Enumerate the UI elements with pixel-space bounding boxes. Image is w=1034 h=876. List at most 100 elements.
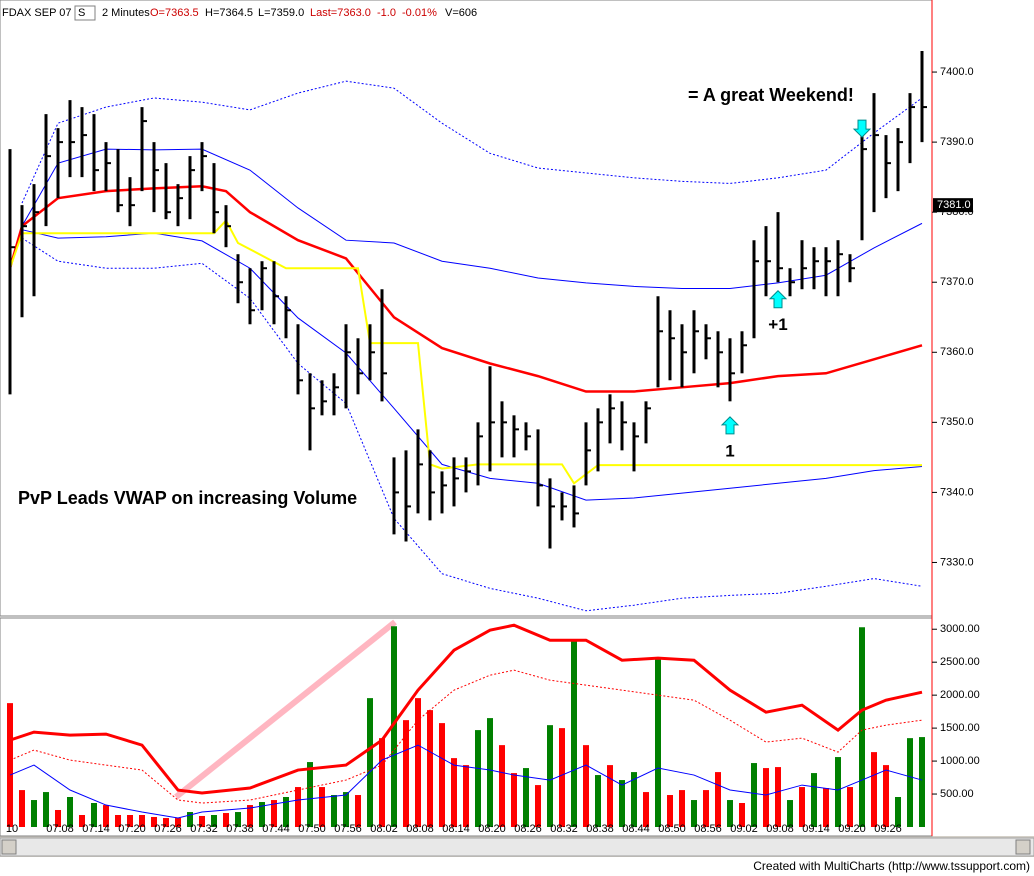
header-item: Last=7363.0 bbox=[310, 7, 371, 19]
footer: Created with MultiCharts (http://www.tss… bbox=[753, 859, 1030, 873]
header-item: H=7364.5 bbox=[205, 7, 253, 19]
volume-bar bbox=[739, 803, 745, 827]
x-tick-label: 07:14 bbox=[82, 823, 110, 835]
header-item: S bbox=[78, 7, 85, 19]
x-tick-label: 09:02 bbox=[730, 823, 758, 835]
volume-bar bbox=[79, 815, 85, 827]
x-tick-label: 08:50 bbox=[658, 823, 686, 835]
header-item: 2 Minutes bbox=[102, 7, 150, 19]
scrollbar[interactable] bbox=[0, 837, 1034, 857]
volume-bar bbox=[883, 765, 889, 827]
header-item: V=606 bbox=[445, 7, 477, 19]
volume-bar bbox=[655, 658, 661, 827]
x-tick-label: 08:26 bbox=[514, 823, 542, 835]
x-tick-label: 08:32 bbox=[550, 823, 578, 835]
volume-bar bbox=[235, 812, 241, 827]
background bbox=[0, 0, 1034, 836]
volume-bar bbox=[163, 818, 169, 827]
x-tick-label: 07:44 bbox=[262, 823, 290, 835]
volume-bar bbox=[199, 815, 205, 827]
volume-bar bbox=[55, 809, 61, 827]
volume-bar bbox=[151, 816, 157, 827]
signal-arrow bbox=[852, 119, 872, 138]
volume-bar bbox=[271, 800, 277, 827]
x-tick-label: 08:44 bbox=[622, 823, 650, 835]
volume-bar bbox=[763, 768, 769, 827]
y-tick-label: 7400.0 bbox=[940, 66, 974, 78]
volume-bar bbox=[619, 780, 625, 827]
signal-label: 1 bbox=[725, 441, 734, 460]
volume-bar bbox=[751, 763, 757, 827]
x-tick-label: 07:20 bbox=[118, 823, 146, 835]
volume-bar bbox=[427, 710, 433, 827]
scroll-left[interactable] bbox=[1, 839, 17, 855]
volume-bar bbox=[727, 800, 733, 827]
annotation: = A great Weekend! bbox=[688, 85, 854, 105]
volume-bar bbox=[367, 698, 373, 827]
y-tick-label: 3000.00 bbox=[940, 623, 980, 635]
y-tick-label: 7350.0 bbox=[940, 416, 974, 428]
y-tick-label: 2500.00 bbox=[940, 656, 980, 668]
volume-bar bbox=[475, 730, 481, 827]
x-tick-label: 07:32 bbox=[190, 823, 218, 835]
volume-bar bbox=[787, 800, 793, 827]
volume-bar bbox=[67, 797, 73, 827]
volume-bar bbox=[595, 775, 601, 827]
volume-bar bbox=[403, 720, 409, 827]
volume-bar bbox=[679, 790, 685, 827]
y-tick-label: 7340.0 bbox=[940, 486, 974, 498]
y-tick-label: 7360.0 bbox=[940, 346, 974, 358]
volume-bar bbox=[523, 768, 529, 827]
volume-bar bbox=[43, 792, 49, 827]
volume-bar bbox=[355, 795, 361, 827]
y-tick-label: 500.00 bbox=[940, 788, 974, 800]
indicator-line bbox=[9, 623, 923, 795]
x-tick-label: 07:50 bbox=[298, 823, 326, 835]
volume-bar bbox=[307, 762, 313, 827]
volume-bar bbox=[379, 738, 385, 827]
volume-bar bbox=[91, 803, 97, 827]
volume-bar bbox=[295, 787, 301, 827]
volume-bar bbox=[571, 640, 577, 827]
volume-bar bbox=[799, 787, 805, 827]
scroll-right[interactable] bbox=[1015, 839, 1031, 855]
symbol-box bbox=[74, 5, 96, 21]
volume-bar bbox=[691, 800, 697, 827]
indicator-line bbox=[9, 744, 923, 819]
volume-bar bbox=[583, 745, 589, 827]
volume-bar bbox=[835, 757, 841, 827]
volume-bar bbox=[211, 815, 217, 827]
annotation: PvP Leads VWAP on increasing Volume bbox=[18, 488, 357, 508]
volume-bar bbox=[115, 815, 121, 827]
last-price-label: 7381.0 bbox=[937, 199, 971, 211]
header-item: -0.01% bbox=[402, 7, 437, 19]
volume-bar bbox=[319, 787, 325, 827]
volume-bar bbox=[859, 627, 865, 827]
x-tick-label: 09:20 bbox=[838, 823, 866, 835]
signal-arrow bbox=[768, 290, 788, 309]
volume-bar bbox=[259, 802, 265, 827]
volume-bar bbox=[823, 788, 829, 827]
x-tick-label: 07:56 bbox=[334, 823, 362, 835]
volume-bar bbox=[559, 728, 565, 827]
volume-bar bbox=[463, 765, 469, 827]
volume-bar bbox=[223, 813, 229, 827]
volume-bar bbox=[7, 703, 13, 827]
x-tick-label: 08:38 bbox=[586, 823, 614, 835]
header-item: -1.0 bbox=[377, 7, 396, 19]
y-tick-label: 1000.00 bbox=[940, 755, 980, 767]
x-tick-label: 08:14 bbox=[442, 823, 470, 835]
volume-bar bbox=[103, 805, 109, 827]
volume-bar bbox=[139, 815, 145, 827]
volume-bar bbox=[703, 790, 709, 827]
indicator-line bbox=[21, 148, 923, 290]
header-item: O=7363.5 bbox=[150, 7, 199, 19]
y-tick-label: 7370.0 bbox=[940, 276, 974, 288]
header-item: FDAX SEP 07 bbox=[2, 7, 72, 19]
volume-bar bbox=[487, 718, 493, 827]
volume-bar bbox=[607, 765, 613, 827]
volume-bar bbox=[31, 800, 37, 827]
trend-annotation bbox=[174, 619, 397, 800]
volume-bar bbox=[907, 738, 913, 827]
